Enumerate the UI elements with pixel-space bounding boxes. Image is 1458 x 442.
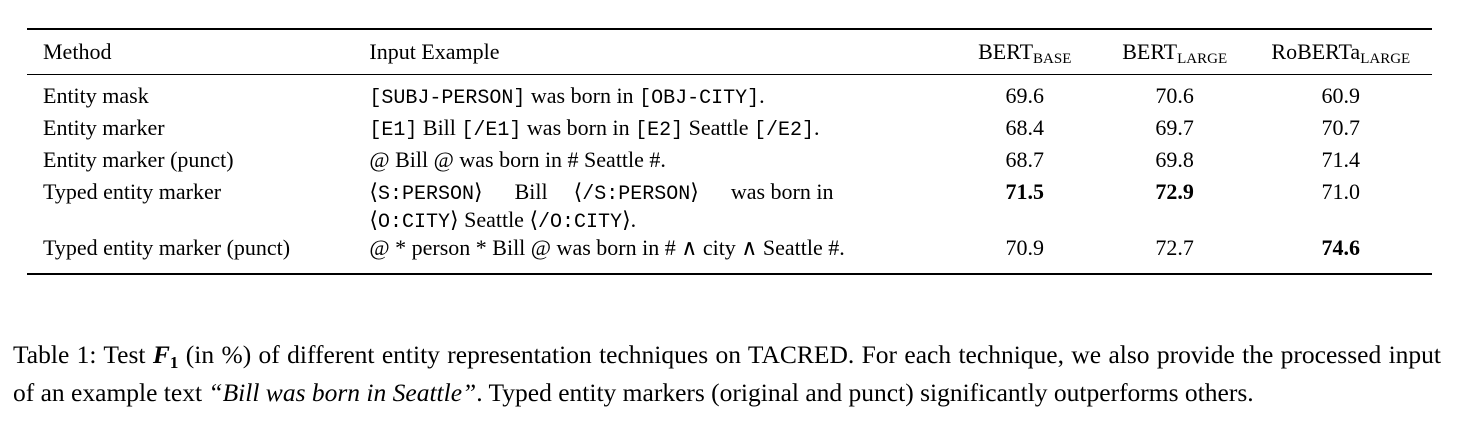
token-e1-close: [/E1] [461, 119, 522, 142]
cell-bert-base: 68.4 [1005, 115, 1045, 140]
table-header: Method Input Example BERTBASE BERTLARGE … [27, 29, 1432, 75]
cell-roberta-large: 71.0 [1321, 179, 1361, 204]
header-row: Method Input Example BERTBASE BERTLARGE … [27, 29, 1432, 75]
cell-bert-base: 70.9 [1005, 235, 1045, 260]
header-input-example: Input Example [369, 38, 500, 64]
table-body: Entity mask [SUBJ-PERSON] was born in [O… [27, 75, 1432, 274]
header-bert-base-name: BERT [978, 38, 1034, 64]
table-row: Entity marker [E1] Bill [/E1] was born i… [27, 115, 1432, 147]
caption-metric-symbol: F [152, 339, 170, 369]
cell-bert-large: 70.6 [1155, 83, 1194, 108]
cell-roberta-large: 60.9 [1321, 83, 1361, 108]
cell-input-example: @ * person * Bill @ was born in # ∧ city… [369, 235, 845, 260]
table-caption: Table 1: Test F1 (in %) of different ent… [13, 336, 1441, 412]
angle-open: ⟨ [369, 207, 378, 232]
table-row: Typed entity marker ⟨S:PERSON⟩ Bill ⟨/S:PE… [27, 179, 1432, 235]
cell-input-example: [SUBJ-PERSON] was born in [OBJ-CITY]. [369, 75, 949, 116]
token-text: Seattle [683, 115, 754, 140]
caption-text-2: . Typed entity markers (original and pun… [476, 377, 1254, 407]
cell-roberta-large: 70.7 [1321, 115, 1361, 140]
header-bert-large: BERTLARGE [1100, 29, 1250, 75]
token-s-person-close: /S:PERSON [582, 183, 691, 206]
cell-method: Entity marker [43, 115, 165, 140]
cell-method: Typed entity marker (punct) [43, 235, 291, 260]
results-table-container: Method Input Example BERTBASE BERTLARGE … [27, 28, 1432, 275]
input-line-1: ⟨S:PERSON⟩ Bill ⟨/S:PERSON⟩ was born in [369, 179, 949, 207]
header-bert-base: BERTBASE [950, 29, 1100, 75]
angle-close: ⟩ [690, 179, 699, 204]
token-text: Bill [417, 115, 462, 140]
angle-open: ⟨ [573, 179, 583, 204]
results-table: Method Input Example BERTBASE BERTLARGE … [27, 28, 1432, 275]
header-roberta-large: RoBERTaLARGE [1250, 29, 1432, 75]
cell-bert-large: 72.9 [1155, 179, 1194, 204]
token-obj-mask: [OBJ-CITY] [639, 87, 760, 110]
caption-metric-sub: 1 [169, 352, 179, 372]
caption-metric: F1 [152, 339, 179, 372]
table-row: Entity mask [SUBJ-PERSON] was born in [O… [27, 75, 1432, 116]
token-text: was born in [525, 83, 640, 108]
token-text: Bill [514, 179, 548, 204]
cell-bert-large: 69.7 [1155, 115, 1194, 140]
angle-close: ⟩ [449, 207, 459, 232]
token-period: . [813, 115, 820, 140]
caption-example: “Bill was born in Seattle” [208, 377, 477, 407]
caption-label: Table 1: Test [13, 339, 153, 369]
token-period: . [630, 207, 637, 232]
header-roberta-large-sub: LARGE [1360, 50, 1411, 67]
cell-method: Entity marker (punct) [43, 147, 234, 172]
token-e2-open: [E2] [635, 119, 684, 142]
cell-input-example: [E1] Bill [/E1] was born in [E2] Seattle… [369, 115, 949, 147]
cell-input-example: ⟨S:PERSON⟩ Bill ⟨/S:PERSON⟩ was born in ⟨O:… [369, 179, 949, 235]
token-o-city: O:CITY [377, 211, 450, 234]
token-s-person: S:PERSON [377, 183, 474, 206]
header-roberta-large-name: RoBERTa [1271, 38, 1361, 64]
cell-roberta-large: 71.4 [1321, 147, 1361, 172]
caption-text-1: (in %) of different entity representatio… [13, 339, 1442, 407]
token-e1-open: [E1] [369, 119, 418, 142]
token-text: was born in [521, 115, 636, 140]
cell-bert-base: 69.6 [1005, 83, 1045, 108]
header-method: Method [43, 38, 112, 64]
cell-bert-large: 72.7 [1155, 235, 1194, 260]
table-row: Entity marker (punct) @ Bill @ was born … [27, 147, 1432, 179]
header-bert-large-sub: LARGE [1177, 50, 1228, 67]
cell-method: Entity mask [43, 83, 149, 108]
table-row: Typed entity marker (punct) @ * person *… [27, 235, 1432, 274]
angle-close: ⟩ [622, 207, 631, 232]
angle-open: ⟨ [529, 207, 539, 232]
cell-input-example: @ Bill @ was born in # Seattle #. [369, 147, 666, 172]
cell-bert-base: 71.5 [1005, 179, 1045, 204]
token-period: . [759, 83, 765, 108]
input-line-2: ⟨O:CITY⟩ Seattle ⟨/O:CITY⟩. [369, 207, 949, 235]
cell-method: Typed entity marker [43, 179, 222, 204]
cell-bert-large: 69.8 [1155, 147, 1194, 172]
cell-bert-base: 68.7 [1005, 147, 1045, 172]
token-text: Seattle [458, 207, 530, 232]
token-e2-close: [/E2] [753, 119, 814, 142]
token-o-city-close: /O:CITY [538, 211, 623, 234]
token-text: was born in [730, 179, 834, 204]
angle-close: ⟩ [473, 179, 483, 204]
token-subj-mask: [SUBJ-PERSON] [369, 87, 526, 110]
header-bert-base-sub: BASE [1033, 50, 1072, 67]
angle-open: ⟨ [369, 179, 378, 204]
header-bert-large-name: BERT [1122, 38, 1178, 64]
cell-roberta-large: 74.6 [1321, 235, 1361, 260]
